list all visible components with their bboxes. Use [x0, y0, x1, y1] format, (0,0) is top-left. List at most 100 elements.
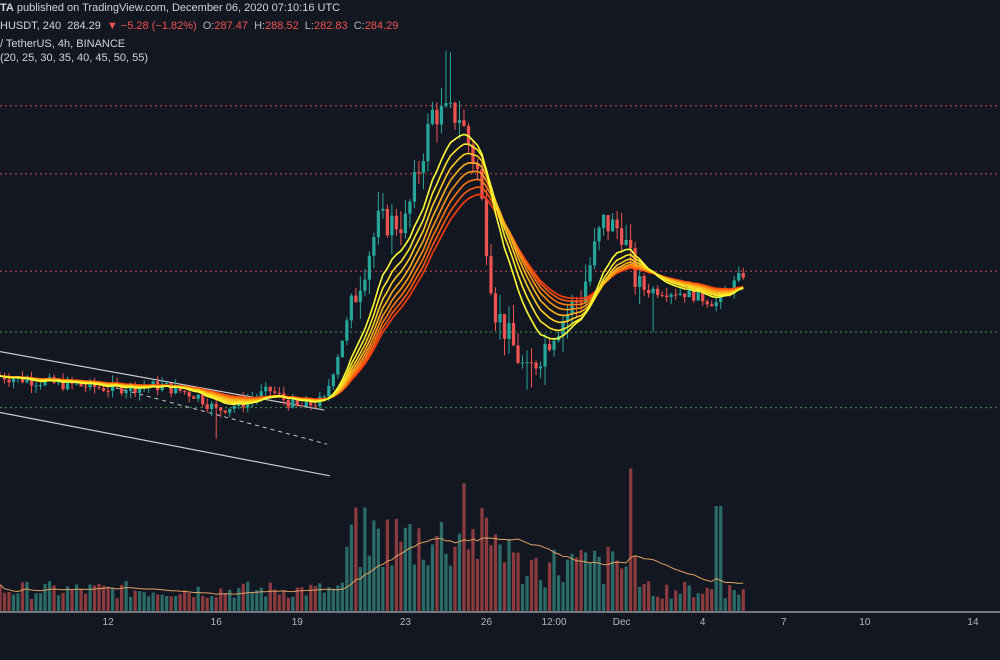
candle-body: [610, 219, 615, 232]
candle-body: [705, 301, 709, 305]
volume-bar: [444, 553, 448, 611]
volume-bar: [183, 590, 187, 611]
candle-body: [507, 322, 511, 339]
candle-body: [525, 362, 529, 364]
volume-bar: [651, 595, 655, 611]
volume-bar: [232, 597, 236, 611]
volume-bar: [381, 566, 385, 611]
candle-body: [286, 399, 290, 408]
candle-body: [669, 294, 673, 298]
volume-bar: [665, 584, 669, 611]
volume-bar: [439, 521, 444, 611]
volume-bar: [205, 597, 209, 611]
candle-body: [719, 292, 723, 303]
volume-bar: [678, 593, 682, 611]
volume-bar: [435, 536, 439, 611]
volume-bar: [629, 468, 633, 611]
candle-body: [174, 385, 178, 394]
volume-bar: [201, 595, 205, 611]
author-fragment: TA: [0, 2, 14, 14]
volume-bar: [156, 594, 160, 611]
candle-body: [300, 405, 304, 407]
volume-bar: [160, 594, 164, 611]
candle-body: [656, 288, 660, 296]
x-tick-label: 12: [103, 617, 115, 628]
candle-body: [25, 378, 29, 383]
candle-body: [20, 376, 25, 383]
x-tick-label: 7: [781, 617, 787, 628]
volume-bar: [669, 598, 673, 611]
candle-body: [367, 255, 371, 280]
volume-bar: [133, 590, 137, 611]
symbol-description: / TetherUS, 4h, BINANCE: [0, 38, 126, 50]
candle-body: [480, 169, 484, 199]
candle-body: [588, 265, 592, 282]
candle-body: [79, 383, 83, 387]
candle-body: [502, 313, 507, 339]
volume-bar: [385, 519, 390, 611]
volume-bar: [372, 520, 376, 611]
volume-bar: [615, 560, 619, 611]
volume-bar: [83, 593, 88, 611]
candle-body: [358, 290, 362, 303]
publish-text: published on TradingView.com, December 0…: [16, 2, 341, 14]
candle-body: [638, 276, 642, 287]
volume-bar: [61, 592, 65, 611]
candle-body: [516, 345, 520, 363]
candle-body: [403, 213, 408, 234]
x-tick-label: 16: [211, 617, 223, 628]
candle-body: [534, 362, 538, 369]
candle-body: [169, 383, 173, 394]
volume-bar: [169, 596, 173, 611]
publish-info: TA published on TradingView.com, December…: [0, 2, 343, 14]
volume-bar: [273, 589, 277, 611]
candle-body: [629, 239, 633, 249]
volume-bar: [390, 565, 394, 611]
volume-bar: [151, 592, 155, 611]
candle-body: [327, 385, 331, 397]
candle-body: [313, 405, 317, 407]
candle-body: [574, 301, 579, 303]
ema-ribbon: [0, 133, 744, 406]
candle-body: [101, 387, 106, 391]
candle-body: [196, 394, 200, 399]
candle-body: [214, 403, 218, 408]
last-price: 284.29: [67, 20, 101, 32]
candle-body: [529, 362, 534, 364]
candle-body: [83, 386, 88, 388]
volume-bar: [101, 585, 106, 611]
volume-bar: [412, 564, 417, 611]
ema-line-40: [0, 170, 744, 402]
candle-body: [511, 322, 516, 346]
volume-bar: [728, 585, 732, 611]
volume-bar: [606, 546, 610, 611]
candle-body: [309, 399, 313, 406]
volume-bar: [620, 568, 624, 611]
volume-bar: [543, 587, 547, 611]
volume-bar: [264, 596, 268, 611]
candle-body: [138, 387, 142, 393]
volume-bar: [710, 589, 714, 611]
volume-bar: [570, 553, 574, 611]
candle-body: [732, 280, 736, 293]
volume-bar: [29, 598, 34, 611]
candle-body: [88, 381, 92, 388]
volume-bar: [196, 586, 200, 611]
candle-body: [34, 385, 38, 387]
volume-bar: [304, 595, 308, 611]
volume-bar: [331, 588, 335, 611]
volume-bar: [138, 591, 142, 611]
volume-bar: [327, 587, 331, 611]
candle-body: [408, 201, 412, 214]
candle-body: [331, 374, 335, 386]
volume-bar: [574, 557, 579, 611]
volume-bar: [534, 558, 538, 611]
volume-bar: [525, 576, 529, 611]
candle-body: [606, 215, 610, 232]
candle-body: [647, 289, 651, 294]
candle-body: [61, 380, 65, 390]
close-label: C:: [353, 20, 365, 32]
candle-body: [345, 320, 349, 341]
channel-line-1: [0, 411, 330, 477]
